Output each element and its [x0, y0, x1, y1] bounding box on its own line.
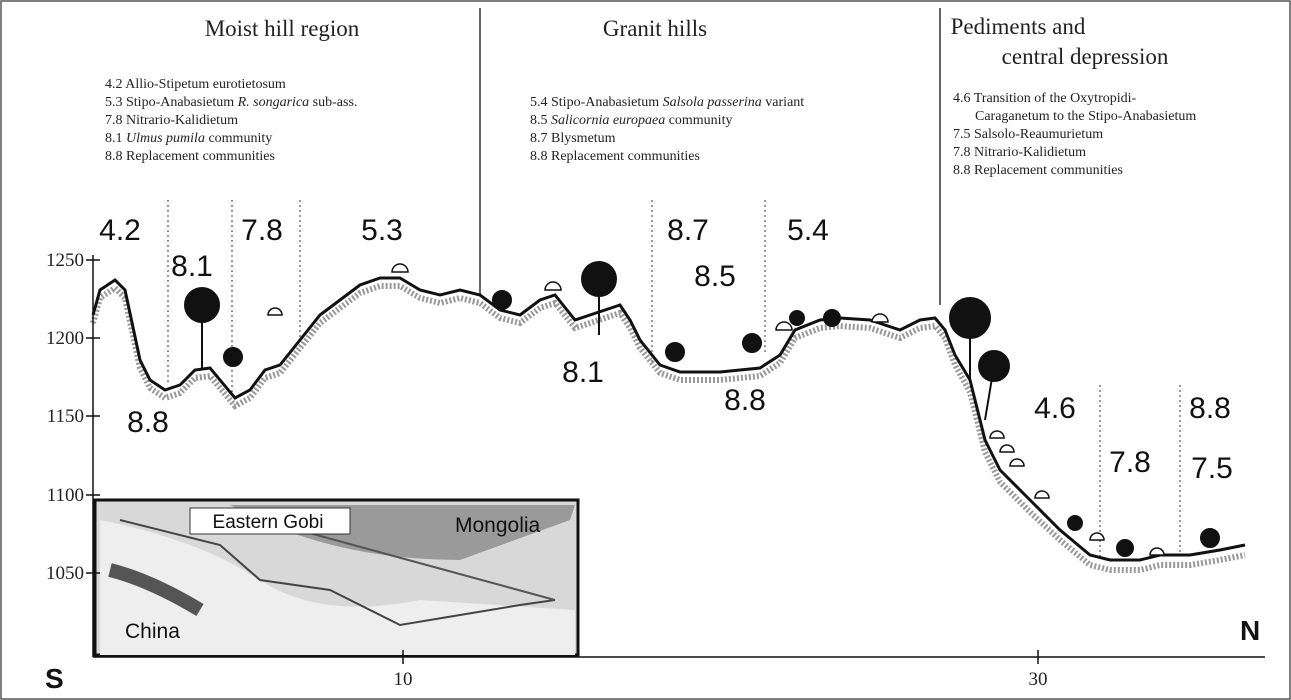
north-label: N: [1240, 615, 1260, 646]
unit-label: 4.6: [1034, 392, 1076, 425]
legend-item: 8.1 Ulmus pumila community: [105, 131, 272, 146]
legend-item: 5.3 Stipo-Anabasietum R. songarica sub-a…: [105, 95, 357, 110]
unit-label: 8.8: [127, 406, 169, 439]
legend-text: 5.3 Stipo-Anabasietum: [105, 95, 234, 110]
legend-text: 8.1: [105, 131, 123, 146]
legend-item: Caraganetum to the Stipo-Anabasietum: [975, 109, 1196, 124]
unit-label: 5.4: [787, 214, 829, 247]
legend-item: 4.2 Allio-Stipetum eurotietosum: [105, 77, 286, 92]
south-label: S: [45, 663, 64, 694]
region-title: Pediments and: [951, 14, 1086, 39]
legend-text: 8.5: [530, 113, 548, 128]
legend-text: 5.4 Stipo-Anabasietum: [530, 95, 659, 110]
figure: Eastern Gobi Mongolia China S N Moist hi…: [0, 0, 1291, 700]
legend-text: 8.8 Replacement communities: [953, 163, 1123, 178]
map-label: China: [125, 620, 180, 643]
unit-label: 8.1: [562, 356, 604, 389]
legend-text: 8.7 Blysmetum: [530, 131, 616, 146]
unit-label: 4.2: [99, 214, 141, 247]
legend-text: sub-ass.: [313, 95, 358, 110]
legend-text: 8.8 Replacement communities: [105, 149, 275, 164]
legend-text: community: [669, 113, 733, 128]
y-tick-label: 1250: [46, 250, 84, 271]
legend-item: 8.8 Replacement communities: [953, 163, 1123, 178]
unit-label: 8.1: [171, 250, 213, 283]
region-title: Granit hills: [603, 16, 707, 41]
legend-text: 8.8 Replacement communities: [530, 149, 700, 164]
map-label: Eastern Gobi: [213, 512, 324, 533]
unit-label: 8.5: [694, 260, 736, 293]
x-tick-label: 30: [1029, 669, 1048, 690]
legend-item: 7.5 Salsolo-Reaumurietum: [953, 127, 1103, 142]
y-tick-label: 1100: [47, 485, 84, 506]
y-tick-label: 1200: [46, 328, 84, 349]
unit-label: 7.8: [1109, 446, 1151, 479]
legend-item: 8.7 Blysmetum: [530, 131, 616, 146]
unit-label: 5.3: [361, 214, 403, 247]
legend-text: 4.6 Transition of the Oxytropidi-: [953, 91, 1137, 106]
legend-text: Ulmus pumila: [126, 131, 205, 146]
legend-item: 7.8 Nitrario-Kalidietum: [105, 113, 238, 128]
unit-label: 8.7: [667, 214, 709, 247]
legend-text: R. songarica: [237, 95, 310, 110]
legend-text: Caraganetum to the Stipo-Anabasietum: [975, 109, 1196, 124]
region-title: Moist hill region: [205, 16, 360, 41]
legend-item: 8.5 Salicornia europaea community: [530, 113, 732, 128]
legend-item: 4.6 Transition of the Oxytropidi-: [953, 91, 1137, 106]
region-title: central depression: [1002, 44, 1169, 69]
legend-text: community: [208, 131, 272, 146]
legend-text: 4.2 Allio-Stipetum eurotietosum: [105, 77, 286, 92]
unit-label: 7.8: [241, 214, 283, 247]
x-tick-label: 10: [394, 669, 413, 690]
unit-label: 8.8: [1189, 392, 1231, 425]
legend-item: 7.8 Nitrario-Kalidietum: [953, 145, 1086, 160]
legend-text: 7.5 Salsolo-Reaumurietum: [953, 127, 1103, 142]
legend-item: 8.8 Replacement communities: [530, 149, 700, 164]
unit-label: 8.8: [724, 384, 766, 417]
y-tick-label: 1050: [46, 563, 84, 584]
legend-text: variant: [765, 95, 804, 110]
legend-text: 7.8 Nitrario-Kalidietum: [953, 145, 1086, 160]
legend-text: Salicornia europaea: [551, 113, 665, 128]
legend-text: Salsola passerina: [663, 95, 762, 110]
y-tick-label: 1150: [47, 406, 84, 427]
legend-item: 5.4 Stipo-Anabasietum Salsola passerina …: [530, 95, 804, 110]
legend-item: 8.8 Replacement communities: [105, 149, 275, 164]
map-label: Mongolia: [455, 514, 541, 537]
legend-text: 7.8 Nitrario-Kalidietum: [105, 113, 238, 128]
unit-label: 7.5: [1191, 452, 1233, 485]
